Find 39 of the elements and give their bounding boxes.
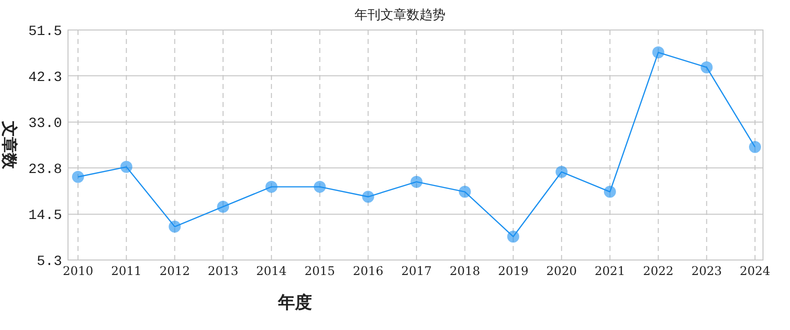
x-tick-label: 2020 [546,264,577,278]
point [314,180,326,193]
x-tick-label: 2012 [159,264,190,278]
x-tick-label: 2010 [62,264,94,278]
y-tick-label: 33.0 [28,116,62,132]
y-tick-label: 5.3 [36,254,62,270]
y-tick-label: 14.5 [28,208,62,224]
x-tick-label: 2021 [594,264,626,278]
point [72,170,84,183]
x-tick-label: 2014 [256,264,288,278]
point [458,186,471,198]
point [556,166,568,178]
point [362,190,374,203]
point [120,160,132,173]
x-tick-label: 2017 [401,264,432,278]
point [700,61,713,74]
x-tick-label: 2018 [450,264,480,278]
point [217,200,230,213]
x-tick-label: 2011 [111,264,142,278]
point [168,220,181,233]
x-axis-title: 年度 [277,293,312,313]
x-tick-label: 2013 [208,264,238,278]
y-tick-label: 51.5 [28,24,62,40]
x-tick-label: 2015 [304,264,336,278]
chart-title: 年刊文章数趋势 [354,8,446,23]
x-tick-label: 2016 [352,264,384,278]
x-tick-label: 2024 [740,264,771,278]
x-tick-label: 2019 [498,264,528,278]
point [749,140,761,153]
y-tick-label: 42.3 [28,70,62,86]
point [265,180,278,193]
y-tick-label: 23.8 [28,162,62,178]
point [604,186,616,198]
y-axis-title: 文章数 [0,120,19,170]
point [507,230,520,243]
point [652,46,664,58]
x-tick-label: 2023 [691,264,722,278]
x-tick-label: 2022 [643,264,674,278]
point [410,176,422,188]
